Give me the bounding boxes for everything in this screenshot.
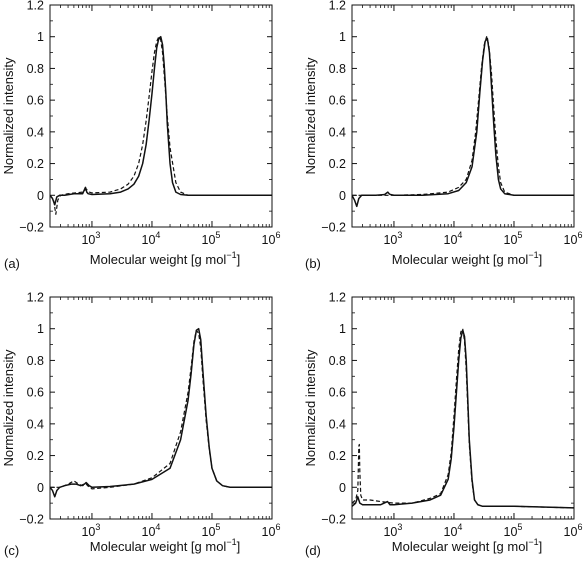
panel-label: (d) — [305, 543, 321, 558]
chart-panel-2: 1.2 1 0.8 0.6 0.4 0.2 0 −0.2 103 104 105 106 Molecul… — [1, 291, 280, 559]
y-tick-label: 1 — [37, 30, 44, 44]
y-tick-label: 0.2 — [329, 157, 346, 171]
x-tick-label: 103 — [81, 522, 100, 539]
y-tick-label: 0 — [339, 481, 346, 495]
x-tick-label: 105 — [504, 230, 523, 247]
y-tick-label: 0 — [37, 189, 44, 203]
series-line-dashed — [50, 329, 272, 490]
y-tick-label: 1.2 — [329, 291, 346, 305]
x-axis-title: Molecular weight [g mol−1] — [392, 250, 542, 267]
x-tick-label: 104 — [444, 230, 463, 247]
x-tick-label: 103 — [383, 230, 402, 247]
y-tick-label: −0.2 — [321, 221, 346, 235]
y-tick-label: 0 — [37, 481, 44, 495]
y-tick-label: 0.4 — [329, 125, 346, 139]
panel-label: (b) — [305, 256, 321, 271]
y-axis-title: Normalized intensity — [303, 349, 318, 467]
y-axis-title: Normalized intensity — [303, 57, 318, 175]
y-tick-label: 0.6 — [329, 386, 346, 400]
series-line-solid — [352, 37, 574, 208]
x-tick-label: 104 — [444, 522, 463, 539]
y-tick-label: 1 — [339, 30, 346, 44]
y-tick-label: 0.8 — [27, 354, 44, 368]
x-tick-label: 106 — [262, 230, 281, 247]
x-tick-label: 106 — [564, 522, 583, 539]
x-tick-label: 103 — [81, 230, 100, 247]
x-tick-label: 104 — [142, 522, 161, 539]
panel-label: (a) — [4, 256, 20, 271]
y-tick-label: 0.6 — [27, 94, 44, 108]
y-tick-label: 1.2 — [27, 0, 44, 13]
chart-panel-0: 1.2 1 0.8 0.6 0.4 0.2 0 −0.2 103 104 105 106 Molecul… — [1, 0, 280, 271]
x-tick-label: 105 — [202, 522, 221, 539]
chart-panel-3: 1.2 1 0.8 0.6 0.4 0.2 0 −0.2 103 104 105 106 Molecul… — [303, 291, 582, 559]
y-tick-label: 0.6 — [27, 386, 44, 400]
x-tick-label: 105 — [202, 230, 221, 247]
y-tick-label: 0.2 — [27, 449, 44, 463]
y-tick-label: 0.8 — [329, 354, 346, 368]
y-tick-label: −0.2 — [19, 221, 44, 235]
x-axis-title: Molecular weight [g mol−1] — [392, 537, 542, 554]
y-tick-label: 0.2 — [27, 157, 44, 171]
y-tick-label: 1.2 — [329, 0, 346, 13]
y-tick-label: 0 — [339, 189, 346, 203]
x-tick-label: 106 — [262, 522, 281, 539]
y-tick-label: 0.2 — [329, 449, 346, 463]
series-line-solid — [352, 329, 574, 509]
y-tick-label: 0.4 — [27, 125, 44, 139]
series-line-dashed — [352, 36, 574, 196]
series-line-solid — [50, 327, 272, 498]
panel-label: (c) — [4, 543, 19, 558]
y-tick-label: −0.2 — [19, 513, 44, 527]
y-tick-label: 0.6 — [329, 94, 346, 108]
y-axis-title: Normalized intensity — [1, 57, 16, 175]
chart-panel-1: 1.2 1 0.8 0.6 0.4 0.2 0 −0.2 103 104 105 106 Molecul… — [303, 0, 582, 271]
x-tick-label: 104 — [142, 230, 161, 247]
series-line-dashed — [50, 36, 272, 215]
y-tick-label: −0.2 — [321, 513, 346, 527]
y-tick-label: 0.8 — [329, 62, 346, 76]
y-axis-title: Normalized intensity — [1, 349, 16, 467]
y-tick-label: 0.4 — [27, 417, 44, 431]
x-axis-title: Molecular weight [g mol−1] — [90, 537, 240, 554]
x-tick-label: 106 — [564, 230, 583, 247]
y-tick-label: 0.8 — [27, 62, 44, 76]
x-axis-title: Molecular weight [g mol−1] — [90, 250, 240, 267]
series-line-solid — [50, 35, 272, 206]
y-tick-label: 0.4 — [329, 417, 346, 431]
series-line-dashed — [352, 328, 574, 509]
y-tick-label: 1 — [37, 322, 44, 336]
y-tick-label: 1 — [339, 322, 346, 336]
x-tick-label: 103 — [383, 522, 402, 539]
x-tick-label: 105 — [504, 522, 523, 539]
y-tick-label: 1.2 — [27, 291, 44, 305]
